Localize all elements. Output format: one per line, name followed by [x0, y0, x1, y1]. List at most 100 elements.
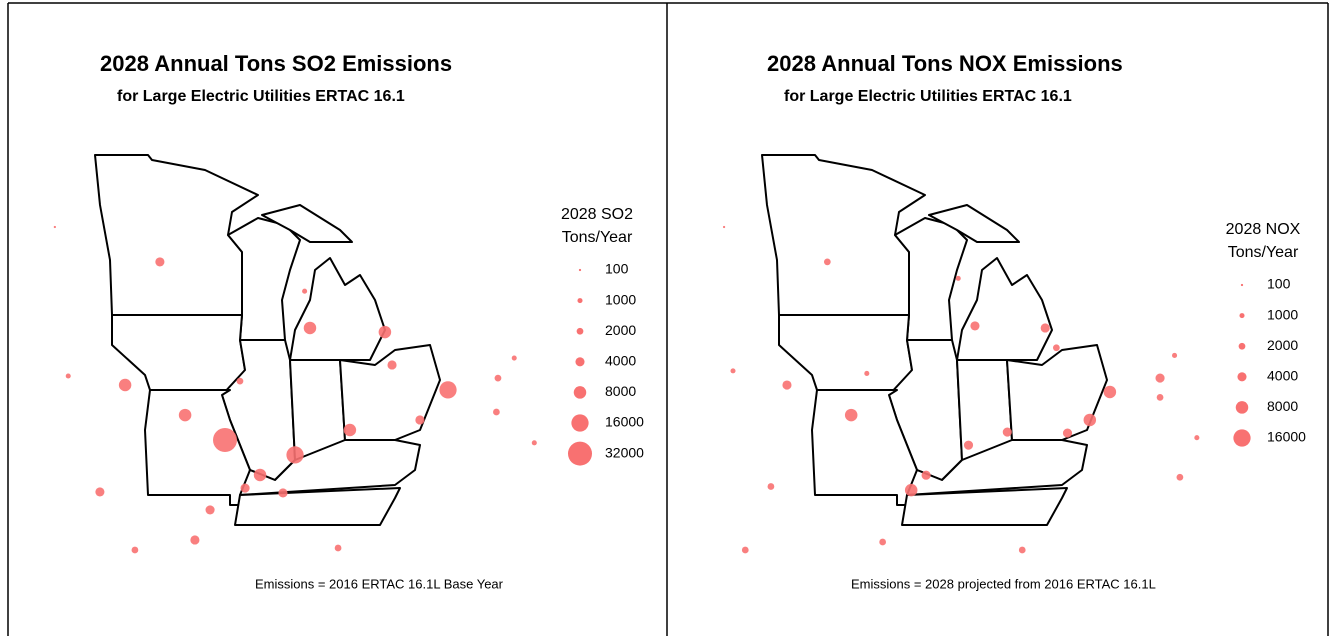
emission-bubble	[970, 321, 980, 331]
emission-bubble	[494, 374, 502, 382]
legend-label: 1000	[605, 291, 636, 307]
legend-label: 8000	[605, 383, 636, 399]
legend-bubble	[1233, 429, 1251, 447]
emission-bubble	[236, 377, 244, 385]
emission-bubble	[531, 440, 537, 446]
state	[906, 439, 1088, 496]
state	[956, 257, 1053, 361]
legend-bubble	[578, 268, 582, 272]
legend-bubble	[1237, 372, 1247, 382]
emission-bubble	[921, 470, 931, 480]
legend-label: 32000	[605, 444, 644, 460]
legend-label: 16000	[605, 414, 644, 430]
emission-bubble	[387, 360, 397, 370]
emission-bubble	[378, 325, 392, 339]
state	[239, 439, 421, 496]
emission-bubble	[722, 225, 726, 229]
emission-bubble	[302, 288, 308, 294]
emission-bubble	[1062, 428, 1073, 438]
legend-bubble	[1238, 342, 1246, 350]
legend-bubble	[573, 386, 587, 399]
legend-bubble	[1240, 283, 1244, 287]
emission-bubble	[439, 381, 457, 399]
emission-bubble	[155, 257, 165, 267]
emission-bubble	[65, 373, 71, 379]
panel: 2028 Annual Tons NOX Emissions for Large …	[722, 51, 1306, 591]
emission-bubble	[844, 408, 858, 422]
legend-bubble	[1239, 313, 1245, 319]
emission-bubble	[904, 483, 918, 497]
legend-title: 2028 SO2	[561, 206, 633, 223]
emission-bubble	[286, 446, 304, 464]
emission-bubble	[1176, 473, 1184, 481]
emission-bubble	[741, 546, 749, 554]
map	[94, 154, 441, 526]
emission-bubble	[864, 370, 870, 376]
legend-label: 4000	[1267, 368, 1298, 384]
note: Emissions = 2028 projected from 2016 ERT…	[851, 576, 1156, 591]
emission-bubble	[118, 378, 132, 392]
legend-bubble	[576, 327, 584, 335]
emission-bubble	[1040, 323, 1050, 333]
legend-label: 100	[1267, 276, 1291, 292]
emission-bubble	[213, 428, 238, 453]
emission-bubble	[782, 380, 792, 390]
emission-bubble	[303, 321, 317, 335]
emission-bubble	[1103, 385, 1117, 399]
emission-bubble	[1018, 546, 1026, 554]
emission-bubble	[253, 468, 267, 482]
emission-bubble	[823, 258, 831, 266]
emission-bubble	[278, 488, 288, 498]
title: 2028 Annual Tons SO2 Emissions	[100, 51, 452, 76]
emission-bubble	[1172, 352, 1178, 358]
emission-bubble	[1194, 435, 1200, 441]
emission-bubble	[963, 440, 974, 450]
state	[234, 487, 401, 526]
legend-label: 4000	[605, 353, 636, 369]
emission-bubble	[178, 408, 192, 422]
emission-bubble	[1002, 427, 1012, 437]
emission-bubble	[240, 483, 250, 493]
emission-bubble	[879, 538, 887, 546]
emission-bubble	[415, 415, 425, 425]
legend-label: 16000	[1267, 429, 1306, 445]
map	[761, 154, 1108, 526]
emission-bubble	[190, 535, 200, 545]
panel: 2028 Annual Tons SO2 Emissions for Large …	[53, 51, 644, 591]
emission-bubble	[493, 408, 500, 416]
state	[778, 314, 913, 391]
state	[261, 204, 353, 243]
emission-bubble	[334, 544, 342, 552]
legend-label: 2000	[1267, 337, 1298, 353]
state	[901, 487, 1068, 526]
legend-label: 1000	[1267, 306, 1298, 322]
emission-bubble	[1155, 373, 1165, 383]
note: Emissions = 2016 ERTAC 16.1L Base Year	[255, 576, 504, 591]
emission-bubble	[205, 505, 215, 515]
legend-bubble	[568, 441, 592, 466]
legend-label: 2000	[605, 322, 636, 338]
emission-bubble	[767, 483, 775, 490]
emission-bubble	[53, 225, 57, 229]
state	[928, 204, 1020, 243]
title: 2028 Annual Tons NOX Emissions	[767, 51, 1123, 76]
emission-bubble	[511, 355, 517, 361]
legend-bubble	[1235, 401, 1249, 414]
emission-bubble	[955, 275, 961, 281]
emission-bubble	[131, 546, 139, 554]
emission-bubble	[730, 368, 736, 374]
legend-title: 2028 NOX	[1226, 221, 1301, 238]
emission-bubble	[95, 487, 105, 497]
legend-title: Tons/Year	[562, 229, 633, 246]
legend-title: Tons/Year	[1228, 244, 1299, 261]
emission-bubble	[1083, 413, 1097, 427]
subtitle: for Large Electric Utilities ERTAC 16.1	[784, 88, 1072, 105]
subtitle: for Large Electric Utilities ERTAC 16.1	[117, 88, 405, 105]
state	[111, 314, 246, 391]
emission-bubble	[343, 423, 357, 437]
legend-label: 8000	[1267, 398, 1298, 414]
legend-bubble	[575, 357, 585, 367]
legend-label: 100	[605, 261, 629, 277]
legend-bubble	[571, 414, 589, 432]
